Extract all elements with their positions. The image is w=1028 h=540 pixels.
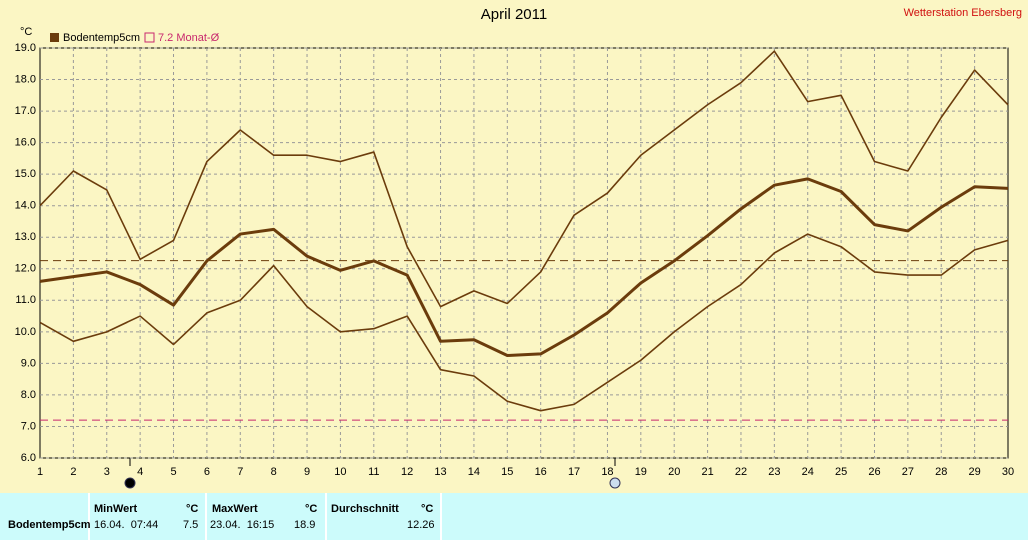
header: °C <box>421 503 434 515</box>
series-line <box>39 50 1009 308</box>
x-tick-label: 8 <box>271 466 277 478</box>
x-tick-label: 15 <box>501 466 513 478</box>
y-tick-label: 10.0 <box>15 326 36 338</box>
station: Wetterstation Ebersberg <box>904 7 1022 19</box>
cell: 18.9 <box>294 519 316 531</box>
chart: April 2011 Wetterstation Ebersberg °C Bo… <box>15 6 1022 489</box>
x-tick-label: 30 <box>1002 466 1014 478</box>
x-tick-label: 28 <box>935 466 947 478</box>
legend-swatch <box>144 32 155 43</box>
full-moon <box>124 477 136 489</box>
legend-swatch <box>50 33 59 42</box>
y-tick-label: 18.0 <box>15 73 36 85</box>
x-tick-label: 5 <box>170 466 176 478</box>
cell: 7.5 <box>183 519 199 531</box>
x-tick-label: 29 <box>968 466 980 478</box>
x-tick-label: 12 <box>401 466 413 478</box>
y-tick-label: 8.0 <box>21 389 36 401</box>
x-tick-label: 11 <box>368 466 379 478</box>
separator <box>88 493 90 540</box>
x-tick-label: 3 <box>104 466 110 478</box>
series-line <box>39 233 1009 412</box>
y-tick-label: 19.0 <box>15 42 36 54</box>
x-tick-label: 6 <box>204 466 210 478</box>
y-tick-label: 14.0 <box>15 200 36 212</box>
separator <box>205 493 207 540</box>
separator <box>325 493 327 540</box>
cell: 23.04. 16:15 <box>210 519 275 531</box>
header: MinWert <box>94 503 138 515</box>
x-tick-label: 10 <box>334 466 346 478</box>
x-tick-label: 24 <box>802 466 814 478</box>
y-tick-label: 17.0 <box>15 105 36 117</box>
x-tick-label: 23 <box>768 466 780 478</box>
y-tick-label: 15.0 <box>15 168 36 180</box>
y-tick-label: 7.0 <box>21 420 36 432</box>
row-label: Bodentemp5cm <box>8 519 91 531</box>
x-tick-label: 9 <box>304 466 310 478</box>
new-moon <box>609 477 621 489</box>
summary-table: MinWert °C MaxWert °C Durchschnitt °C Bo… <box>0 493 1028 540</box>
legend-label: 7.2 Monat-Ø <box>158 32 220 44</box>
series-line <box>39 177 1009 357</box>
y-unit: °C <box>20 26 32 38</box>
x-tick-label: 7 <box>237 466 243 478</box>
y-tick-label: 13.0 <box>15 231 36 243</box>
y-tick-label: 6.0 <box>21 452 36 464</box>
plot-area <box>39 47 1009 459</box>
y-tick-label: 16.0 <box>15 137 36 149</box>
x-tick-label: 18 <box>601 466 613 478</box>
chart-title: April 2011 <box>481 6 547 23</box>
x-tick-label: 14 <box>468 466 480 478</box>
x-tick-label: 13 <box>434 466 446 478</box>
x-tick-label: 16 <box>535 466 547 478</box>
x-tick-label: 26 <box>868 466 880 478</box>
x-tick-label: 22 <box>735 466 747 478</box>
cell: 16.04. 07:44 <box>94 519 159 531</box>
x-tick-label: 4 <box>137 466 143 478</box>
x-tick-label: 25 <box>835 466 847 478</box>
header: MaxWert <box>212 503 258 515</box>
x-tick-label: 27 <box>902 466 914 478</box>
header: °C <box>186 503 199 515</box>
cell: 12.26 <box>407 519 435 531</box>
x-tick-label: 1 <box>37 466 43 478</box>
x-tick-label: 21 <box>701 466 713 478</box>
x-tick-label: 19 <box>635 466 647 478</box>
y-tick-label: 12.0 <box>15 263 36 275</box>
header: °C <box>305 503 318 515</box>
x-tick-label: 20 <box>668 466 680 478</box>
y-tick-label: 9.0 <box>21 357 36 369</box>
x-tick-label: 2 <box>70 466 76 478</box>
y-tick-label: 11.0 <box>15 294 36 306</box>
legend-label: Bodentemp5cm <box>63 32 140 44</box>
separator <box>440 493 442 540</box>
header: Durchschnitt <box>331 503 399 515</box>
x-tick-label: 17 <box>568 466 580 478</box>
